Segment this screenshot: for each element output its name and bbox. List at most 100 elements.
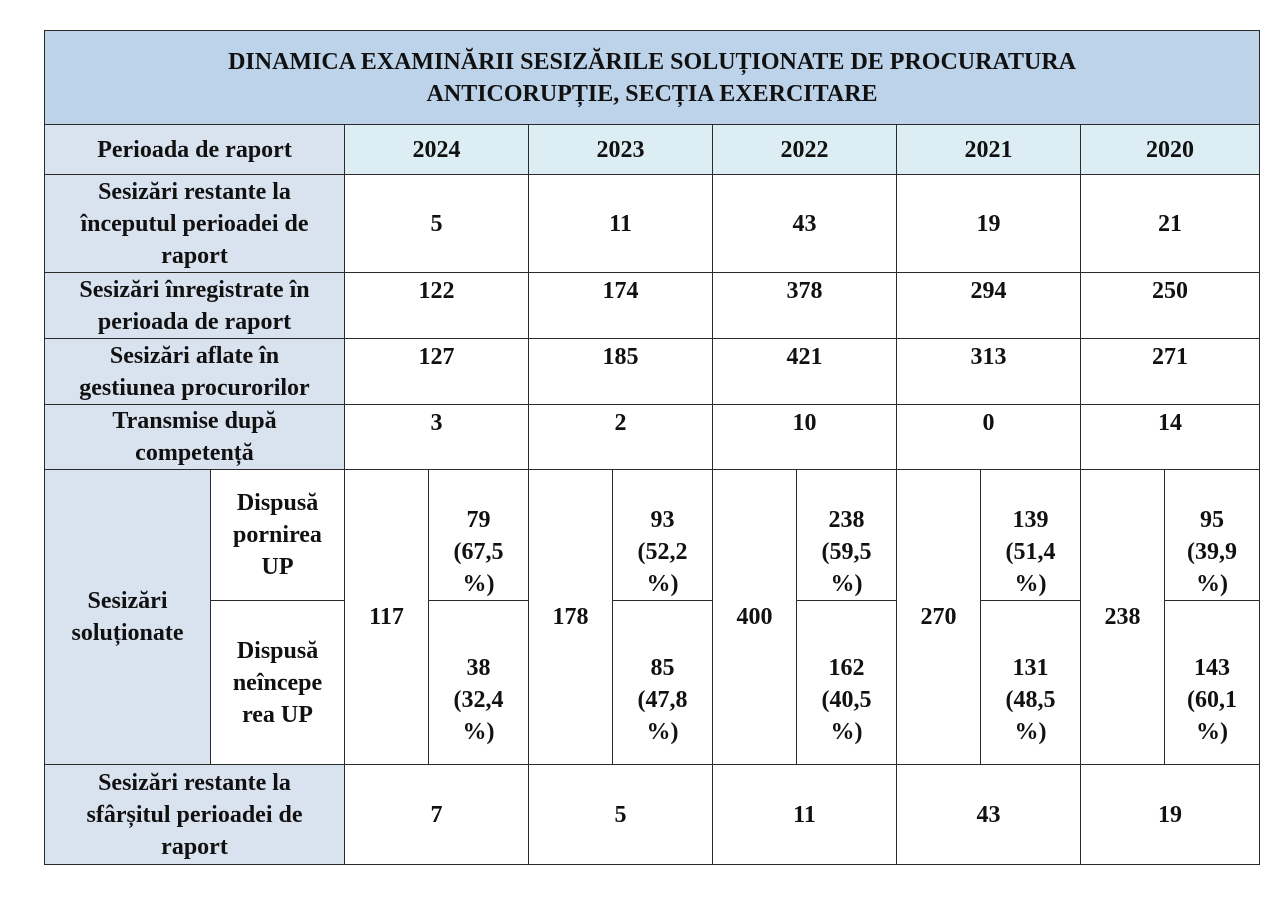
row-value: 2 bbox=[528, 404, 713, 470]
row-value: 0 bbox=[896, 404, 1081, 470]
pornire-value-line: 79 bbox=[466, 507, 491, 533]
pornire-value-line: %) bbox=[646, 571, 679, 597]
neincepere-value-line: (60,1 bbox=[1187, 686, 1238, 713]
solutionate-row-neincepere: Dispusă neîncepe rea UP 38 (32,4%) 85 (47,8%) 1… bbox=[45, 600, 1261, 765]
report-table-body: DINAMICA EXAMINĂRII SESIZĂRILE SOLUȚIONA… bbox=[43, 30, 1261, 865]
pornire-value-line: 93 bbox=[650, 507, 675, 533]
row-label-line: Sesizări restante la bbox=[98, 178, 291, 205]
pornire-label-line: Dispusă bbox=[236, 490, 319, 516]
row-value: 174 bbox=[528, 272, 713, 339]
title-row: DINAMICA EXAMINĂRII SESIZĂRILE SOLUȚIONA… bbox=[43, 30, 1261, 125]
pornire-value-line: (51,4 bbox=[1005, 539, 1056, 565]
data-row: Sesizări înregistrate în perioada de rapo… bbox=[44, 272, 1261, 339]
neincepere-value-line: (47,8 bbox=[637, 686, 688, 713]
pornire-value: 93 (52,2%) bbox=[612, 469, 713, 601]
row-value: 122 bbox=[344, 272, 529, 339]
pornire-value-line: %) bbox=[1196, 571, 1229, 597]
neincepere-value-line: %) bbox=[830, 718, 863, 745]
data-row: Transmise după competență 3 2 10 0 14 bbox=[44, 404, 1261, 470]
neincepere-label-line: Dispusă bbox=[236, 637, 319, 664]
row-value: 43 bbox=[712, 174, 897, 273]
row-label-line: gestiunea procurorilor bbox=[79, 374, 310, 401]
pornire-value-line: 139 bbox=[1012, 507, 1049, 533]
neincepere-value: 38 (32,4%) bbox=[428, 600, 529, 765]
pornire-value-line: 95 bbox=[1200, 507, 1225, 533]
neincepere-value-line: (48,5 bbox=[1005, 686, 1056, 713]
solutionate-total: 178 bbox=[528, 469, 613, 765]
row-label: Sesizări restante la începutul perioadei … bbox=[44, 174, 345, 273]
pornire-value-line: (59,5 bbox=[821, 539, 872, 565]
pornire-value: 95 (39,9%) bbox=[1163, 469, 1261, 601]
report-title-line-1: DINAMICA EXAMINĂRII SESIZĂRILE SOLUȚIONA… bbox=[228, 48, 1076, 75]
row-value: 271 bbox=[1079, 338, 1261, 405]
neincepere-value-line: %) bbox=[1196, 718, 1229, 745]
neincepere-value: 131 (48,5%) bbox=[980, 600, 1081, 765]
neincepere-value: 143 (60,1%) bbox=[1163, 600, 1261, 765]
neincepere-label-line: rea UP bbox=[242, 701, 313, 728]
final-row: Sesizări restante la sfârșitul perioadei … bbox=[44, 764, 1261, 865]
final-row-label-line: raport bbox=[161, 833, 228, 860]
row-value: 185 bbox=[528, 338, 713, 405]
row-value: 378 bbox=[712, 272, 897, 339]
row-label: Sesizări înregistrate în perioada de rapo… bbox=[44, 272, 345, 339]
row-label-line: Sesizări înregistrate în bbox=[79, 276, 310, 303]
neincepere-value-line: (32,4 bbox=[453, 686, 504, 713]
period-header-label: Perioada de raport bbox=[44, 124, 345, 175]
row-label-line: competență bbox=[135, 440, 254, 466]
neincepere-label: Dispusă neîncepe rea UP bbox=[210, 600, 345, 765]
row-value: 250 bbox=[1079, 272, 1261, 339]
row-value: 294 bbox=[896, 272, 1081, 339]
year-header-2024: 2024 bbox=[344, 124, 529, 175]
header-row: Perioada de raport 2024 2023 2022 2021 2020 bbox=[44, 124, 1261, 175]
pornire-label-line: pornirea bbox=[233, 522, 322, 548]
row-value: 14 bbox=[1079, 404, 1261, 470]
final-row-value: 43 bbox=[896, 764, 1081, 865]
report-title: DINAMICA EXAMINĂRII SESIZĂRILE SOLUȚIONA… bbox=[43, 30, 1261, 125]
row-value: 127 bbox=[344, 338, 529, 405]
neincepere-value-line: 143 bbox=[1194, 654, 1231, 681]
row-label-line: perioada de raport bbox=[97, 308, 292, 335]
solutionate-label-line: Sesizări bbox=[87, 588, 168, 614]
report-table: DINAMICA EXAMINĂRII SESIZĂRILE SOLUȚIONA… bbox=[43, 30, 1261, 865]
neincepere-value-line: (40,5 bbox=[821, 686, 872, 713]
row-label: Transmise după competență bbox=[44, 404, 345, 470]
year-header-2021: 2021 bbox=[896, 124, 1081, 175]
solutionate-row-pornire: Sesizări soluționate Dispusă pornirea UP 117 7… bbox=[44, 469, 1261, 765]
data-row: Sesizări restante la începutul perioadei … bbox=[44, 174, 1261, 273]
pornire-value-line: %) bbox=[830, 571, 863, 597]
pornire-value-line: %) bbox=[1014, 571, 1047, 597]
row-value: 11 bbox=[528, 174, 713, 273]
pornire-value-line: (39,9 bbox=[1187, 539, 1238, 565]
solutionate-total: 270 bbox=[896, 469, 981, 765]
row-value: 19 bbox=[896, 174, 1081, 273]
solutionate-label: Sesizări soluționate bbox=[44, 469, 211, 765]
report-title-line-2: ANTICORUPȚIE, SECȚIA EXERCITARE bbox=[426, 80, 878, 107]
row-value: 10 bbox=[712, 404, 897, 470]
pornire-value-line: (52,2 bbox=[637, 539, 688, 565]
pornire-value: 238 (59,5%) bbox=[796, 469, 897, 601]
row-label-line: începutul perioadei de bbox=[80, 210, 309, 237]
final-row-label: Sesizări restante la sfârșitul perioadei … bbox=[44, 764, 345, 865]
solutionate-total: 238 bbox=[1080, 469, 1165, 765]
final-row-value: 5 bbox=[528, 764, 713, 865]
neincepere-value-line: %) bbox=[646, 718, 679, 745]
pornire-value-line: %) bbox=[462, 571, 495, 597]
row-value: 5 bbox=[344, 174, 529, 273]
neincepere-value: 85 (47,8%) bbox=[612, 600, 713, 765]
pornire-value: 139 (51,4%) bbox=[980, 469, 1081, 601]
row-value: 421 bbox=[712, 338, 897, 405]
final-row-label-line: sfârșitul perioadei de bbox=[86, 801, 303, 828]
neincepere-value-line: 85 bbox=[650, 654, 675, 681]
row-label: Sesizări aflate în gestiunea procurorilor bbox=[44, 338, 345, 405]
neincepere-value-line: %) bbox=[1014, 718, 1047, 745]
year-header-2020: 2020 bbox=[1079, 124, 1261, 175]
row-value: 21 bbox=[1079, 174, 1261, 273]
neincepere-value-line: 162 bbox=[828, 654, 865, 681]
final-row-value: 11 bbox=[712, 764, 897, 865]
neincepere-value-line: 131 bbox=[1012, 654, 1049, 681]
neincepere-label-line: neîncepe bbox=[232, 669, 323, 696]
neincepere-value-line: %) bbox=[462, 718, 495, 745]
neincepere-value: 162 (40,5%) bbox=[796, 600, 897, 765]
pornire-value: 79 (67,5%) bbox=[428, 469, 529, 601]
pornire-value-line: 238 bbox=[828, 507, 865, 533]
